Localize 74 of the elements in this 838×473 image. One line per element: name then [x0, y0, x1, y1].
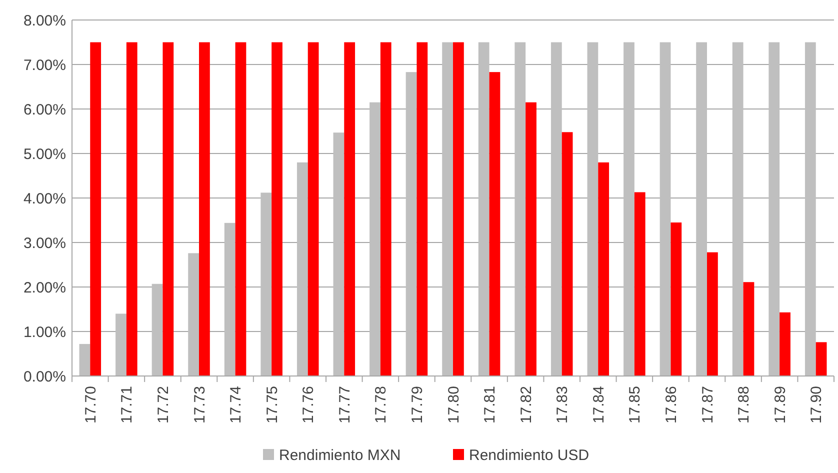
bar: [743, 282, 754, 376]
bar: [199, 42, 210, 376]
bar: [152, 284, 163, 376]
x-tick-label: 17.86: [662, 386, 680, 424]
bar: [235, 42, 246, 376]
bar: [296, 162, 308, 376]
bar: [416, 42, 428, 376]
bar: [116, 314, 126, 376]
x-tick-label: 17.90: [808, 386, 826, 424]
x-tick-label: 17.74: [228, 386, 245, 424]
bar: [660, 42, 671, 376]
y-tick-label: 4.00%: [23, 190, 66, 208]
x-tick-label: 17.71: [118, 386, 136, 424]
bar: [526, 102, 536, 376]
bar: [670, 222, 682, 376]
bar: [79, 344, 90, 376]
bar: [380, 42, 392, 376]
y-tick-label: 5.00%: [23, 146, 66, 163]
bar: [550, 42, 562, 376]
bar: [634, 192, 646, 376]
y-tick-label: 1.00%: [23, 324, 66, 341]
bar: [780, 312, 790, 376]
bar: [126, 42, 138, 376]
bar: [188, 253, 199, 376]
bar: [478, 42, 490, 376]
bar: [768, 42, 780, 376]
x-tick-label: 17.84: [590, 386, 608, 424]
x-tick-label: 17.75: [264, 386, 281, 424]
bar: [308, 42, 319, 376]
y-tick-label: 6.00%: [23, 101, 66, 118]
y-tick-label: 2.00%: [23, 279, 66, 296]
bar: [260, 192, 272, 376]
bar: [489, 72, 500, 376]
x-tick-label: 17.89: [772, 386, 789, 424]
bar: [587, 42, 598, 376]
bar: [696, 42, 707, 376]
bar: [90, 42, 102, 376]
bar: [598, 162, 610, 376]
x-tick-label: 17.70: [82, 386, 100, 424]
bar: [707, 252, 718, 376]
x-tick-label: 17.85: [626, 386, 644, 424]
y-tick-label: 3.00%: [23, 234, 66, 252]
bar: [344, 42, 356, 376]
bar: [562, 132, 573, 376]
x-tick-label: 17.81: [482, 386, 499, 424]
bar: [406, 72, 417, 376]
bar: [333, 132, 344, 376]
y-tick-label: 8.00%: [23, 12, 66, 30]
bar: [804, 42, 816, 376]
x-tick-label: 17.77: [336, 386, 354, 424]
x-tick-label: 17.72: [154, 386, 172, 424]
y-tick-label: 0.00%: [23, 368, 66, 386]
x-tick-label: 17.80: [445, 386, 462, 424]
x-tick-label: 17.87: [699, 386, 716, 424]
legend-label: Rendimiento USD: [469, 447, 590, 464]
legend-label: Rendimiento MXN: [279, 447, 401, 464]
bar: [370, 102, 380, 376]
x-tick-label: 17.82: [518, 386, 535, 424]
bar: [732, 42, 744, 376]
x-tick-label: 17.79: [408, 386, 426, 424]
bar: [624, 42, 634, 376]
x-tick-label: 17.83: [554, 386, 572, 424]
bar: [162, 42, 174, 376]
bar: [453, 42, 464, 376]
bar: [816, 342, 827, 376]
bar: [272, 42, 282, 376]
bar: [514, 42, 526, 376]
x-tick-label: 17.78: [372, 386, 390, 424]
bar: [442, 42, 453, 376]
x-tick-label: 17.73: [191, 386, 208, 424]
bar: [224, 222, 236, 376]
y-tick-label: 7.00%: [23, 56, 66, 74]
x-tick-label: 17.88: [736, 386, 753, 424]
x-tick-label: 17.76: [300, 386, 318, 424]
